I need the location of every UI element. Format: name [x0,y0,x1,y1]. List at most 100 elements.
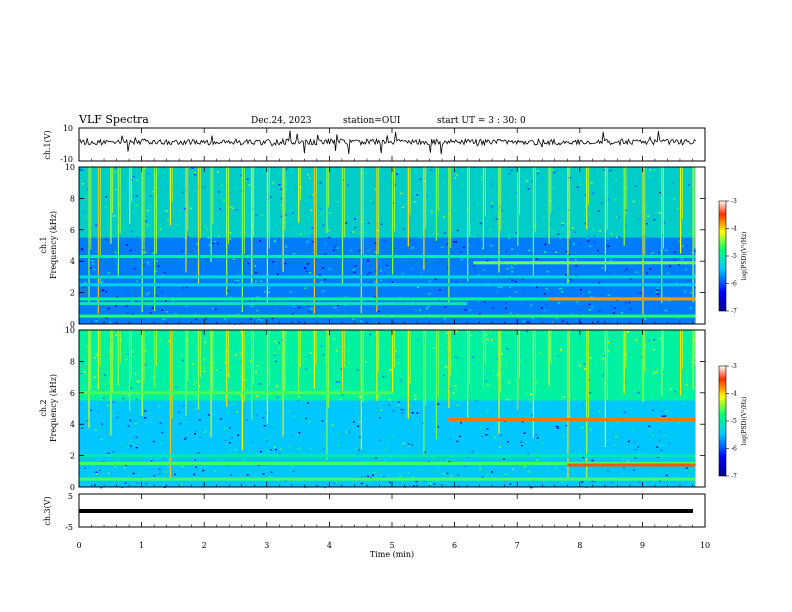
spec-noise-cell [658,431,661,433]
spec-burst [682,330,683,370]
spec-noise-cell [693,406,696,409]
spec-noise-cell [568,254,570,256]
spec-noise-cell [383,227,386,229]
spec-noise-cell [115,305,118,307]
spec-noise-cell [448,424,451,427]
spec-noise-cell [115,167,118,169]
spec-burst [226,167,228,296]
spec-noise-cell [390,381,393,383]
spec-noise-cell [370,476,373,479]
spec-noise-cell [196,350,199,352]
spec-noise-cell [136,179,139,182]
spec-noise-cell [576,186,579,188]
spec-noise-cell [307,240,310,243]
spec-noise-cell [374,270,377,272]
spec-burst [228,167,229,244]
spec-burst [625,167,627,215]
spec-noise-cell [304,202,307,204]
colorbar-tick-label: -6 [731,446,737,453]
spec-noise-cell [166,311,168,313]
spec-noise-cell [136,280,139,283]
spec-noise-cell [284,262,287,265]
spec-noise-cell [293,253,296,255]
spec-noise-cell [460,357,463,359]
spec-burst [623,167,625,246]
spec-noise-cell [270,406,272,409]
spec-noise-cell [228,442,231,444]
spec-noise-cell [479,371,482,373]
spec-noise-cell [309,448,312,450]
spec-noise-cell [486,428,489,430]
spec-noise-cell [229,232,232,234]
spec-noise-cell [256,365,259,367]
colorbar-tick-label: -7 [731,308,737,315]
spec-noise-cell [635,291,638,294]
spec-noise-cell [356,369,359,371]
spec-burst [97,330,99,390]
spec-noise-cell [326,483,329,486]
spec-noise-cell [483,301,486,303]
spec-noise-cell [375,457,378,459]
spec-noise-cell [624,301,627,304]
chart-title: VLF Spectra [78,113,149,126]
spec-noise-cell [284,332,287,334]
spec-noise-cell [511,271,514,273]
spec-noise-cell [318,344,321,346]
spec-burst [482,330,484,388]
spec-noise-cell [441,259,444,261]
spec-noise-cell [392,282,395,284]
spec-noise-cell [392,321,395,324]
spec-noise-cell [546,175,548,177]
spec-burst [212,330,214,395]
spec-noise-cell [183,208,186,210]
spec-noise-cell [298,432,301,434]
spec-noise-cell [322,290,325,292]
spec-burst [548,167,550,244]
spec-noise-cell [234,399,237,401]
spec-noise-cell [584,403,587,405]
spec-noise-cell [481,476,484,478]
spec-noise-cell [597,210,600,212]
spec-noise-cell [479,201,482,203]
spec-noise-cell [613,457,616,460]
spec-noise-cell [358,420,361,423]
spec-noise-cell [438,208,441,210]
spec-noise-cell [445,482,448,484]
spec-noise-cell [561,435,564,437]
colorbar-tick-label: -4 [731,391,737,398]
spec-noise-cell [506,441,509,443]
spec-noise-cell [588,303,591,306]
spec-noise-cell [623,269,626,272]
spec-noise-cell [105,196,108,198]
spec-noise-cell [617,171,620,174]
spec-noise-cell [271,227,274,229]
spec-noise-cell [312,241,315,243]
spec-noise-cell [446,459,449,461]
spec-noise-cell [603,169,606,171]
spec-noise-cell [625,187,628,190]
spec-noise-cell [224,357,227,359]
spec-noise-cell [656,251,659,253]
spec-noise-cell [477,274,480,277]
spec-noise-cell [256,309,259,312]
spec-noise-cell [363,460,366,463]
spec-noise-cell [295,347,298,349]
spec-noise-cell [579,443,582,445]
spec-noise-cell [370,271,373,273]
spec-noise-cell [311,227,314,229]
spec-burst [694,167,696,249]
spec-noise-cell [414,394,417,397]
spec-noise-cell [150,294,152,296]
spec-burst [199,167,201,239]
spec-noise-cell [108,223,111,225]
spec-noise-cell [185,340,188,342]
spec-noise-cell [427,305,430,308]
spec-noise-cell [277,239,280,241]
spec-noise-cell [132,472,135,475]
spec-noise-cell [584,212,586,214]
spec-noise-cell [81,429,84,431]
colorbar-tick-label: -5 [731,253,737,260]
spec-burst [343,167,345,238]
spec-burst [226,330,228,407]
spec-burst [532,167,534,276]
